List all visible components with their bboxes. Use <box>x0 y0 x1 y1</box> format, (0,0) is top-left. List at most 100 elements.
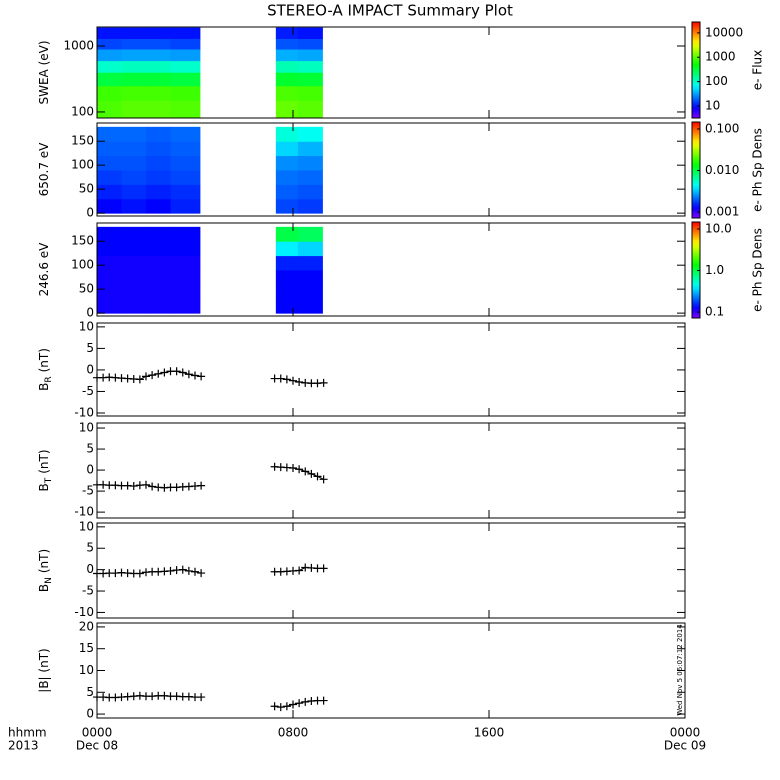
heatmap-cell <box>121 298 147 314</box>
date-label: Dec 09 <box>664 739 706 753</box>
data-point <box>313 472 322 481</box>
data-point <box>276 374 285 383</box>
heatmap-cell <box>297 226 323 242</box>
heatmap-cell <box>121 155 147 171</box>
heatmap-cell <box>170 226 201 242</box>
y-axis-label: BN (nT) <box>37 549 54 592</box>
y-tick-label: 0 <box>86 463 94 477</box>
heatmap-cell <box>275 184 299 200</box>
heatmap-cell <box>275 60 299 73</box>
panel <box>93 367 328 388</box>
plot-title: STEREO-A IMPACT Summary Plot <box>267 2 513 20</box>
y-tick-label: 50 <box>79 282 94 296</box>
colorbar-tick-label: 10.0 <box>705 221 732 235</box>
heatmap-cell <box>97 184 122 200</box>
heatmap-cell <box>146 226 171 242</box>
heatmap-cell <box>275 72 299 87</box>
date-label: Dec 08 <box>76 739 118 753</box>
y-label-text: 246.6 eV <box>37 242 51 297</box>
data-point <box>270 702 279 711</box>
y-tick-label: 5 <box>86 341 94 355</box>
heatmap-cell <box>297 126 323 142</box>
heatmap-cell <box>121 269 147 285</box>
heatmap-cell <box>275 100 299 119</box>
panel-frame <box>96 422 686 519</box>
heatmap-cell <box>170 49 201 62</box>
heatmap-cell <box>275 38 299 50</box>
panel-frame <box>96 26 686 119</box>
heatmap-cell <box>121 49 147 62</box>
heatmap-cell <box>297 38 323 50</box>
heatmap-cell <box>170 198 201 214</box>
colorbar-tick-label: 1.0 <box>705 263 724 277</box>
data-point <box>160 368 169 377</box>
data-point <box>148 482 157 491</box>
y-axis-label: BT (nT) <box>37 449 54 491</box>
heatmap-cell <box>121 198 147 214</box>
heatmap-cell <box>297 100 323 119</box>
heatmap-cell <box>170 298 201 314</box>
colorbar-label: e- Ph Sp Dens <box>751 128 765 212</box>
heatmap-cell <box>121 184 147 200</box>
y-axis-label: 650.7 eV <box>37 142 51 197</box>
heatmap-cell <box>297 60 323 73</box>
heatmap-cell <box>297 27 323 39</box>
data-point <box>289 700 297 709</box>
heatmap-cell <box>170 284 201 300</box>
timestamp: Wed Nov 5 06:07:12 2014 <box>676 624 684 716</box>
heatmap-cell <box>146 198 171 214</box>
heatmap-cell <box>97 269 122 285</box>
y-tick-label: 150 <box>71 134 94 148</box>
heatmap-cell <box>121 85 147 101</box>
heatmap-cell <box>170 269 201 285</box>
y-label-text: B <box>37 483 51 491</box>
heatmap-cell <box>97 60 122 73</box>
panel-frame <box>96 322 686 417</box>
data-point <box>191 371 199 380</box>
colorbar <box>691 21 701 119</box>
data-point <box>319 564 328 573</box>
y-label-text: SWEA (eV) <box>37 40 51 104</box>
panel-frame <box>96 622 686 719</box>
heatmap-cell <box>275 255 299 271</box>
heatmap-cell <box>170 38 201 50</box>
y-label-subscript: T <box>44 477 54 484</box>
colorbar-tick-label: 1000 <box>705 50 736 64</box>
data-point <box>154 369 163 378</box>
heatmap-cell <box>146 169 171 185</box>
heatmap-cell <box>297 284 323 300</box>
y-label-text: 650.7 eV <box>37 142 51 197</box>
colorbar-tick-label: 0.100 <box>705 121 739 135</box>
data-point <box>295 699 304 708</box>
y-tick-label: 5 <box>86 685 94 699</box>
x-tick-label: 0800 <box>278 726 309 740</box>
data-point <box>301 697 310 706</box>
data-point <box>282 375 291 384</box>
heatmap-cell <box>297 72 323 87</box>
colorbar-tick-label: 100 <box>705 74 728 88</box>
heatmap-cell <box>146 241 171 257</box>
heatmap-cell <box>146 85 171 101</box>
heatmap-cell <box>170 85 201 101</box>
heatmap-cell <box>297 198 323 214</box>
y-tick-label: 50 <box>79 182 94 196</box>
heatmap-cell <box>121 141 147 157</box>
data-point <box>301 467 310 476</box>
colorbar-tick-label: 0.001 <box>705 205 739 219</box>
data-point <box>178 368 187 377</box>
heatmap-cell <box>97 85 122 101</box>
y-label-text: B <box>37 584 51 592</box>
panel <box>97 27 323 119</box>
heatmap-cell <box>97 226 122 242</box>
data-point <box>319 696 328 705</box>
x-tick-label: 1600 <box>474 726 505 740</box>
heatmap-cell <box>121 72 147 87</box>
heatmap-cell <box>97 255 122 271</box>
heatmap-cell <box>146 284 171 300</box>
heatmap-cell <box>97 27 122 39</box>
heatmap-cell <box>146 141 171 157</box>
heatmap-cell <box>275 284 299 300</box>
heatmap-cell <box>97 141 122 157</box>
data-point <box>129 482 138 491</box>
